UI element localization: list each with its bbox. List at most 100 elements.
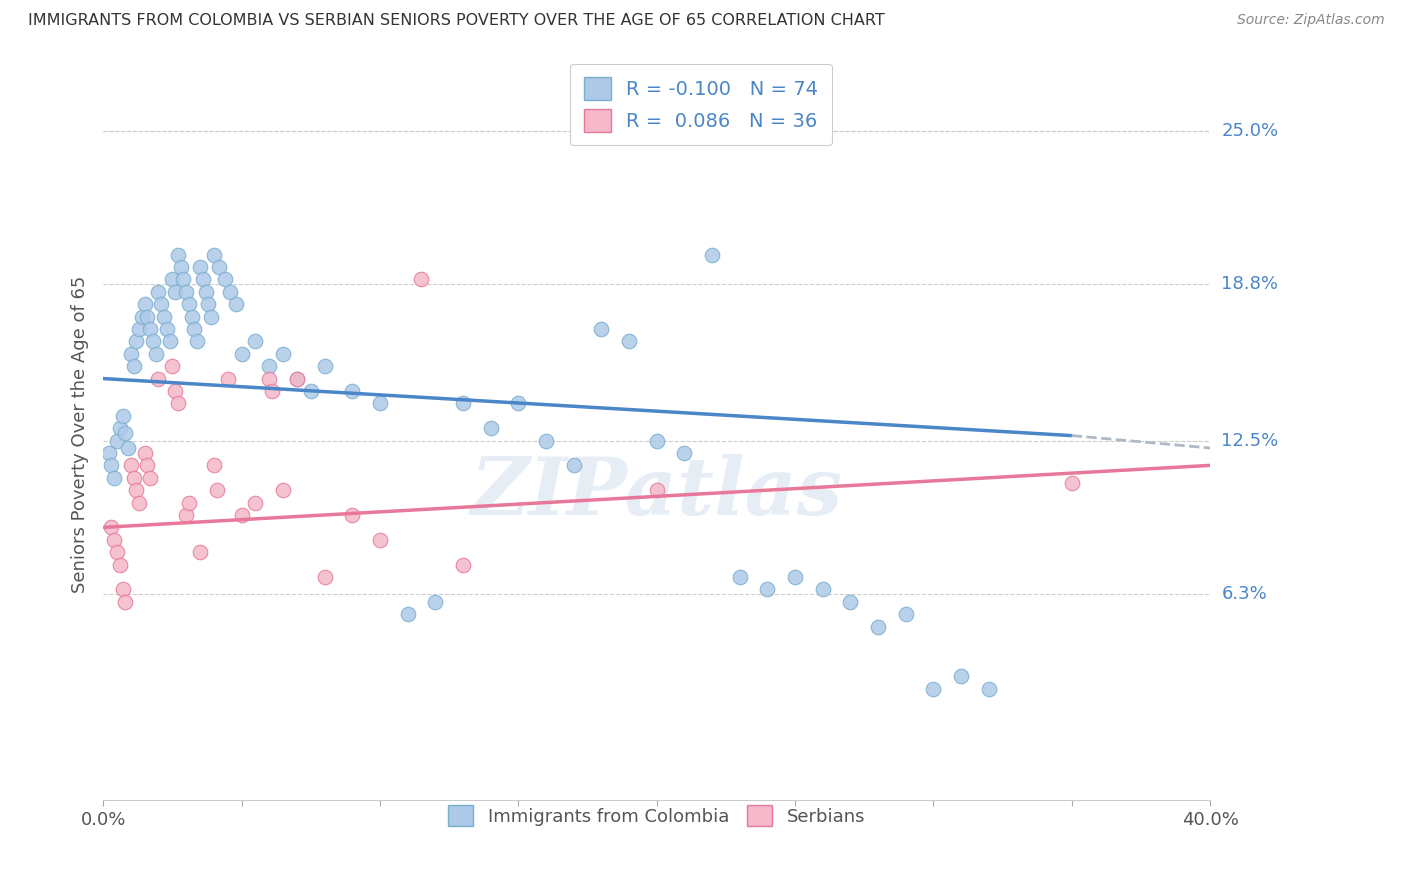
Point (219, 285, 242, 299)
Point (368, 533, 391, 547)
Point (811, 582, 834, 597)
Point (139, 471, 162, 485)
Point (225, 297, 247, 311)
Point (700, 247, 723, 261)
Point (128, 495, 150, 509)
Point (162, 272, 184, 286)
Point (159, 334, 181, 349)
Point (156, 322, 179, 336)
Point (197, 297, 219, 311)
Point (108, 558, 131, 572)
Point (105, 434, 128, 448)
Point (231, 347, 253, 361)
Point (191, 272, 214, 286)
Point (314, 359, 336, 373)
Point (122, 359, 145, 373)
Point (271, 483, 294, 498)
Point (150, 297, 173, 311)
Point (166, 247, 188, 261)
Point (205, 483, 228, 498)
Point (142, 334, 165, 349)
Point (271, 347, 294, 361)
Point (396, 607, 419, 622)
Point (508, 396, 530, 410)
Point (120, 458, 142, 473)
Point (617, 334, 640, 349)
Point (177, 495, 200, 509)
Text: 12.5%: 12.5% (1222, 432, 1278, 450)
Point (100, 520, 122, 534)
Point (165, 285, 187, 299)
Point (645, 483, 668, 498)
Point (591, 322, 613, 336)
Point (260, 384, 283, 398)
Point (299, 384, 322, 398)
Point (368, 396, 391, 410)
Point (217, 371, 239, 385)
Point (103, 533, 125, 547)
Point (114, 595, 136, 609)
Point (111, 409, 134, 423)
Point (180, 310, 202, 324)
Point (114, 426, 136, 441)
Point (125, 483, 148, 498)
Point (922, 681, 945, 696)
Point (134, 446, 156, 460)
Point (214, 272, 236, 286)
Text: 25.0%: 25.0% (1222, 121, 1278, 139)
Point (108, 421, 131, 435)
Point (153, 310, 176, 324)
Point (103, 471, 125, 485)
Point (479, 421, 502, 435)
Point (534, 434, 557, 448)
Point (174, 285, 197, 299)
Point (257, 371, 280, 385)
Text: 6.3%: 6.3% (1222, 585, 1267, 603)
Point (868, 619, 890, 633)
Point (783, 570, 806, 584)
Point (136, 310, 159, 324)
Text: Source: ZipAtlas.com: Source: ZipAtlas.com (1237, 13, 1385, 28)
Point (285, 371, 308, 385)
Point (950, 669, 973, 683)
Point (314, 570, 336, 584)
Point (231, 508, 253, 522)
Point (977, 681, 1000, 696)
Point (202, 247, 225, 261)
Text: ZIPatlas: ZIPatlas (471, 454, 842, 532)
Point (645, 434, 668, 448)
Point (342, 508, 364, 522)
Point (245, 334, 267, 349)
Point (122, 471, 145, 485)
Point (839, 595, 862, 609)
Point (139, 322, 162, 336)
Point (117, 441, 139, 455)
Point (425, 595, 447, 609)
Point (894, 607, 917, 622)
Point (257, 359, 280, 373)
Point (148, 371, 170, 385)
Point (208, 260, 231, 274)
Point (411, 272, 433, 286)
Point (166, 396, 188, 410)
Point (148, 285, 170, 299)
Point (756, 582, 779, 597)
Point (100, 458, 122, 473)
Point (145, 347, 167, 361)
Point (162, 359, 184, 373)
Y-axis label: Seniors Poverty Over the Age of 65: Seniors Poverty Over the Age of 65 (72, 276, 89, 593)
Point (200, 310, 222, 324)
Point (165, 384, 187, 398)
Point (174, 508, 197, 522)
Point (136, 458, 159, 473)
Point (1060, 475, 1083, 490)
Point (202, 458, 225, 473)
Point (342, 384, 364, 398)
Point (105, 545, 128, 559)
Point (120, 347, 142, 361)
Point (245, 495, 267, 509)
Point (451, 558, 474, 572)
Point (131, 310, 153, 324)
Point (97, 446, 120, 460)
Point (169, 260, 191, 274)
